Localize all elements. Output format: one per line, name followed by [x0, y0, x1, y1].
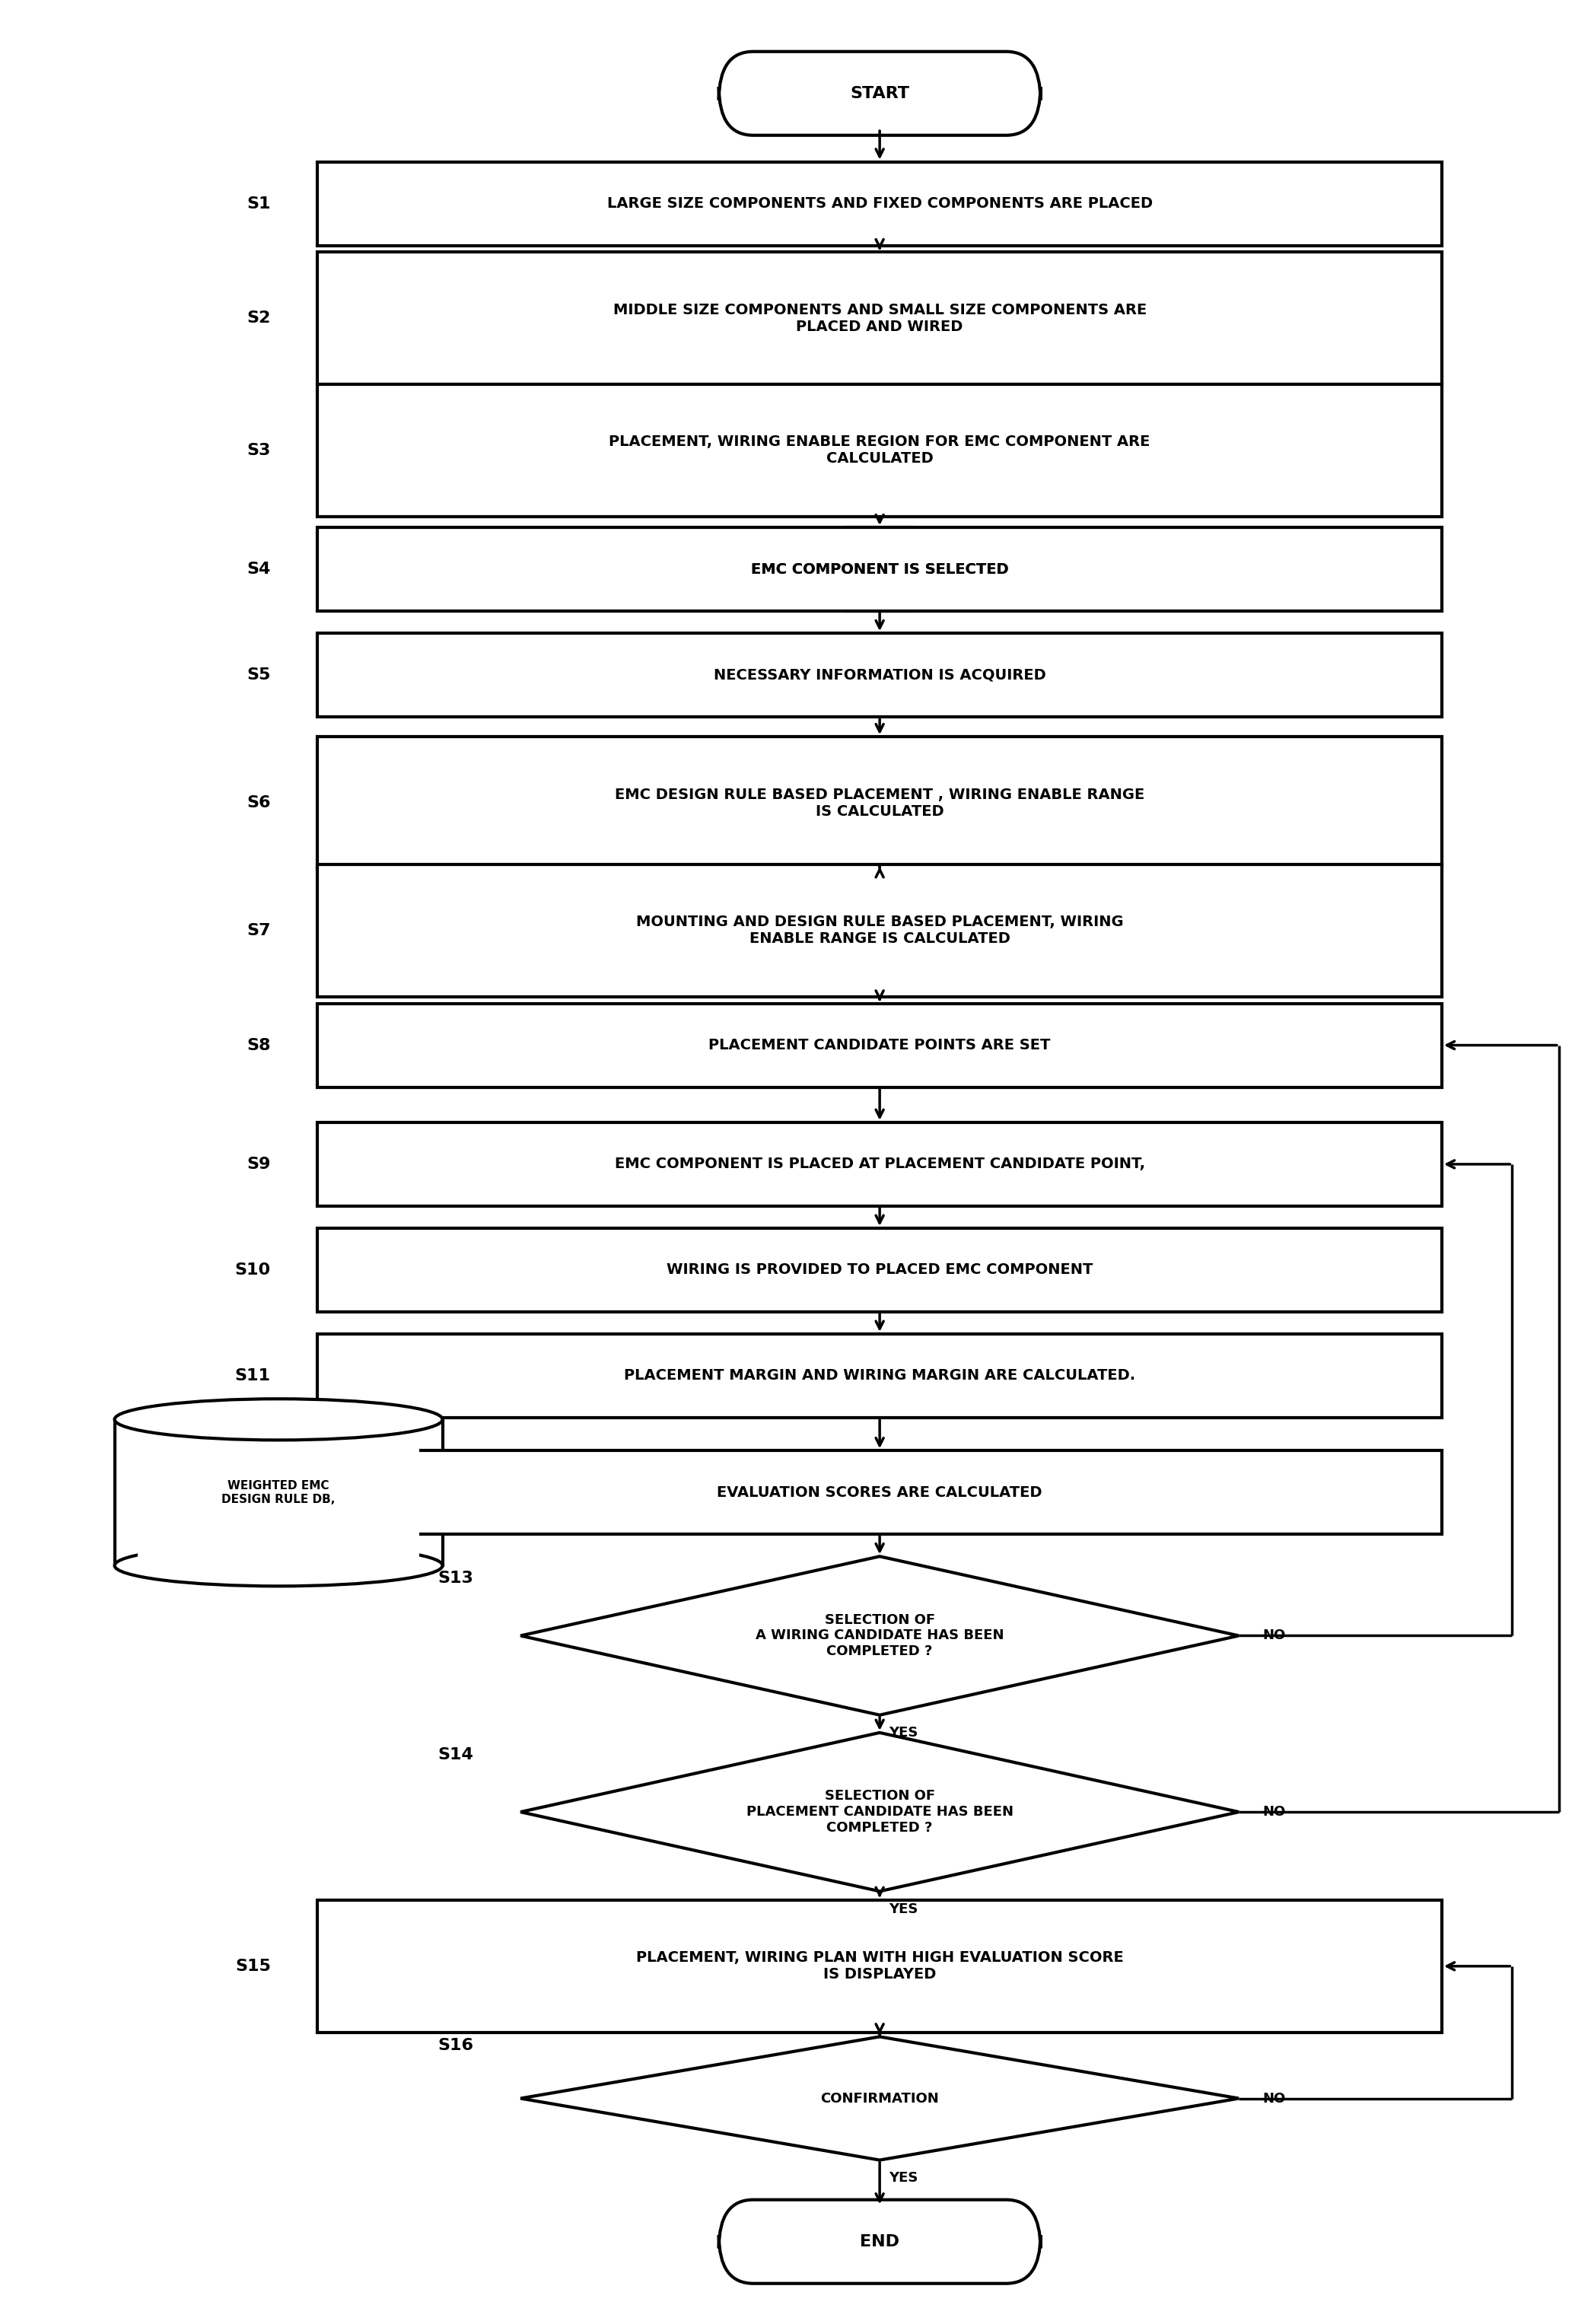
Text: PLACEMENT MARGIN AND WIRING MARGIN ARE CALCULATED.: PLACEMENT MARGIN AND WIRING MARGIN ARE C…	[624, 1369, 1135, 1383]
Text: S6: S6	[247, 795, 270, 811]
FancyBboxPatch shape	[718, 51, 1041, 135]
Bar	[318, 1334, 1442, 1418]
Text: EMC COMPONENT IS SELECTED: EMC COMPONENT IS SELECTED	[751, 562, 1009, 576]
Text: WEIGHTED EMC
DESIGN RULE DB,: WEIGHTED EMC DESIGN RULE DB,	[222, 1480, 335, 1506]
Text: NO: NO	[1262, 2092, 1286, 2106]
Text: SELECTION OF
A WIRING CANDIDATE HAS BEEN
COMPLETED ?: SELECTION OF A WIRING CANDIDATE HAS BEEN…	[756, 1613, 1005, 1659]
Text: S11: S11	[234, 1369, 270, 1383]
Text: NO: NO	[1262, 1629, 1286, 1643]
FancyBboxPatch shape	[718, 2201, 1041, 2284]
Bar	[138, 1420, 420, 1566]
Bar	[318, 1004, 1442, 1088]
Text: NECESSARY INFORMATION IS ACQUIRED: NECESSARY INFORMATION IS ACQUIRED	[714, 667, 1045, 683]
Bar	[318, 163, 1442, 246]
Text: S16: S16	[439, 2038, 473, 2052]
Text: MOUNTING AND DESIGN RULE BASED PLACEMENT, WIRING
ENABLE RANGE IS CALCULATED: MOUNTING AND DESIGN RULE BASED PLACEMENT…	[637, 916, 1124, 946]
Bar	[318, 1227, 1442, 1311]
Text: START: START	[850, 86, 909, 100]
Bar	[847, 528, 912, 611]
Text: PLACEMENT, WIRING PLAN WITH HIGH EVALUATION SCORE
IS DISPLAYED: PLACEMENT, WIRING PLAN WITH HIGH EVALUAT…	[637, 1950, 1124, 1982]
Text: S8: S8	[247, 1037, 270, 1053]
Text: S4: S4	[247, 562, 270, 576]
Bar	[318, 1122, 1442, 1206]
Text: YES: YES	[888, 1903, 918, 1915]
Text: LARGE SIZE COMPONENTS AND FIXED COMPONENTS ARE PLACED: LARGE SIZE COMPONENTS AND FIXED COMPONEN…	[607, 195, 1152, 211]
Text: EVALUATION SCORES ARE CALCULATED: EVALUATION SCORES ARE CALCULATED	[717, 1485, 1042, 1499]
Text: S7: S7	[247, 923, 270, 939]
Text: S9: S9	[247, 1157, 270, 1171]
Text: S13: S13	[439, 1571, 473, 1585]
Text: S2: S2	[247, 311, 270, 325]
Bar	[318, 251, 1442, 383]
Text: S3: S3	[247, 444, 270, 458]
Text: WIRING IS PROVIDED TO PLACED EMC COMPONENT: WIRING IS PROVIDED TO PLACED EMC COMPONE…	[667, 1262, 1093, 1278]
Text: EMC COMPONENT IS SELECTED: EMC COMPONENT IS SELECTED	[751, 562, 1009, 576]
Bar	[318, 632, 1442, 716]
Polygon shape	[520, 2036, 1239, 2159]
Bar	[318, 1450, 1442, 1534]
Polygon shape	[520, 1557, 1239, 1715]
Ellipse shape	[115, 1545, 442, 1585]
Text: SELECTION OF
PLACEMENT CANDIDATE HAS BEEN
COMPLETED ?: SELECTION OF PLACEMENT CANDIDATE HAS BEE…	[747, 1789, 1014, 1834]
Bar	[115, 1420, 442, 1566]
Text: EMC DESIGN RULE BASED PLACEMENT , WIRING ENABLE RANGE
IS CALCULATED: EMC DESIGN RULE BASED PLACEMENT , WIRING…	[615, 788, 1144, 818]
Text: S5: S5	[247, 667, 270, 683]
Bar	[318, 737, 1442, 869]
Text: S10: S10	[234, 1262, 270, 1278]
Bar	[318, 528, 1442, 611]
Text: CONFIRMATION: CONFIRMATION	[821, 2092, 938, 2106]
Text: MIDDLE SIZE COMPONENTS AND SMALL SIZE COMPONENTS ARE
PLACED AND WIRED: MIDDLE SIZE COMPONENTS AND SMALL SIZE CO…	[613, 302, 1146, 335]
Bar	[318, 383, 1442, 516]
Text: PLACEMENT CANDIDATE POINTS ARE SET: PLACEMENT CANDIDATE POINTS ARE SET	[709, 1039, 1050, 1053]
Text: S1: S1	[247, 195, 270, 211]
Ellipse shape	[115, 1399, 442, 1441]
Text: YES: YES	[888, 1727, 918, 1741]
Text: S15: S15	[236, 1959, 270, 1973]
Bar	[318, 1901, 1442, 2031]
Polygon shape	[520, 1734, 1239, 1892]
Text: S12: S12	[236, 1427, 270, 1443]
Text: NO: NO	[1262, 1806, 1286, 1820]
Text: S14: S14	[439, 1748, 473, 1762]
Text: YES: YES	[888, 2171, 918, 2185]
Text: EMC COMPONENT IS PLACED AT PLACEMENT CANDIDATE POINT,: EMC COMPONENT IS PLACED AT PLACEMENT CAN…	[615, 1157, 1144, 1171]
Text: PLACEMENT, WIRING ENABLE REGION FOR EMC COMPONENT ARE
CALCULATED: PLACEMENT, WIRING ENABLE REGION FOR EMC …	[608, 435, 1151, 465]
Text: END: END	[860, 2233, 899, 2250]
Bar	[318, 865, 1442, 997]
